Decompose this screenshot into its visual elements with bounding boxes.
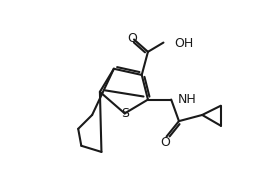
Text: O: O xyxy=(160,136,170,149)
Text: S: S xyxy=(121,107,129,120)
Text: O: O xyxy=(127,32,137,45)
Text: NH: NH xyxy=(177,93,196,106)
Text: OH: OH xyxy=(174,37,194,50)
